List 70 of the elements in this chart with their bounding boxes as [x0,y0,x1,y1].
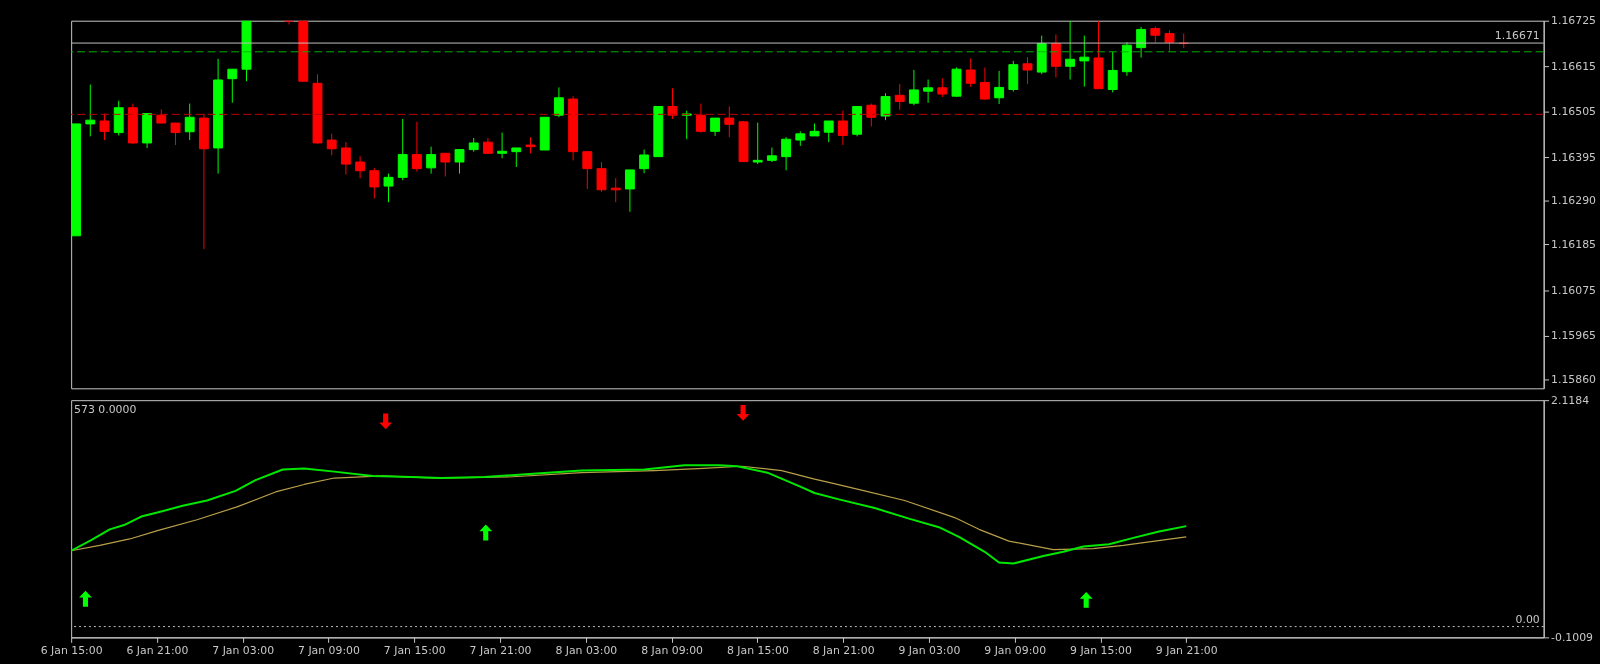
candlestick [440,152,451,178]
annotation: 573 0.0000 [74,403,137,417]
y-tick-label: 1.16395 [1551,150,1596,164]
candlestick [994,70,1005,105]
candlestick [965,57,976,88]
candlestick [1136,26,1147,59]
candlestick [837,110,848,146]
candlestick [596,161,607,193]
y-tick-label: 1.15965 [1551,329,1596,343]
candlestick [610,177,621,203]
candlestick [426,146,437,175]
candlestick [937,77,948,98]
x-tick-label: 9 Jan 21:00 [1155,643,1218,657]
x-tick-label: 6 Jan 15:00 [40,643,103,657]
candlestick [880,92,891,121]
candlestick [355,155,366,179]
candlestick [781,136,792,171]
y-tick-label: 1.16615 [1551,59,1596,73]
x-tick-label: 8 Jan 09:00 [641,643,704,657]
x-tick-label: 7 Jan 03:00 [212,643,275,657]
x-tick-label: 8 Jan 15:00 [726,643,789,657]
candlestick [284,20,295,25]
candlestick [667,87,678,120]
x-tick-label: 9 Jan 09:00 [984,643,1047,657]
candlestick [1164,29,1175,53]
candlestick [1050,33,1061,78]
x-tick-label: 7 Jan 15:00 [383,643,446,657]
candlestick [340,141,351,175]
y-tick-label: 1.16505 [1551,105,1596,119]
candlestick [1079,35,1090,88]
x-tick-label: 7 Jan 21:00 [469,643,532,657]
x-tick-label: 9 Jan 15:00 [1070,643,1132,657]
candlestick [497,132,508,159]
x-tick-label: 8 Jan 21:00 [812,643,875,657]
x-tick-label: 8 Jan 03:00 [555,643,618,657]
candlestick [908,69,919,106]
x-tick-label: 6 Jan 21:00 [126,643,189,657]
candlestick [411,121,422,173]
candlestick [454,149,465,175]
y-tick-label: -0.1009 [1551,630,1594,644]
y-tick-label: 2.1184 [1551,393,1590,407]
candlestick [979,67,990,101]
candlestick [369,167,380,199]
y-tick-label: 1.16185 [1551,237,1596,251]
candlestick [894,83,905,111]
candlestick [752,122,763,165]
candlestick [1107,51,1118,93]
candlestick [923,79,934,104]
candlestick [766,147,777,163]
candlestick [582,151,593,190]
candlestick [624,169,635,213]
x-tick-label: 9 Jan 03:00 [898,643,961,657]
ref-line-label: 1.16671 [1494,29,1540,43]
candlestick [695,103,706,134]
candlestick [511,147,522,168]
y-tick-label: 1.16290 [1551,194,1597,208]
y-tick-label: 1.16725 [1551,14,1596,28]
candlestick [639,149,650,174]
y-tick-label: 1.16075 [1551,283,1596,297]
candlestick [724,105,735,138]
candlestick [397,118,408,181]
candlestick [326,133,337,156]
x-tick-label: 7 Jan 09:00 [298,643,360,657]
candlestick [823,120,834,143]
candlestick [1065,20,1076,81]
y-tick-label: 1.15860 [1551,372,1597,386]
candlestick [1022,56,1033,85]
candlestick [383,173,394,203]
candlestick [553,86,564,118]
ref-line-label: 0.00 [1515,612,1540,626]
